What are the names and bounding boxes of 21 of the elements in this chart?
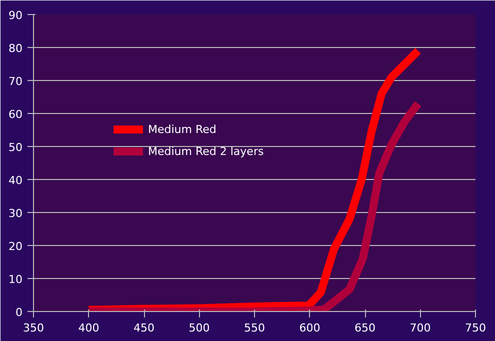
y-tick-label: 50 (8, 141, 23, 154)
y-tick-label: 40 (8, 174, 23, 187)
x-tick-label: 350 (23, 322, 44, 334)
legend-label: Medium Red (148, 122, 216, 136)
x-tick-label: 750 (465, 322, 486, 334)
x-tick-label: 550 (244, 322, 265, 334)
x-tick-label: 500 (188, 322, 210, 334)
y-tick-label: 10 (8, 273, 23, 286)
legend-label: Medium Red 2 layers (148, 144, 264, 158)
y-tick-label: 20 (8, 240, 23, 253)
x-tick-label: 600 (299, 322, 320, 334)
x-tick-label: 450 (134, 322, 154, 334)
y-tick-label: 80 (8, 42, 23, 55)
x-tick-label: 650 (354, 322, 376, 334)
y-tick-label: 70 (8, 75, 23, 88)
y-tick-label: 90 (8, 9, 23, 22)
y-tick-label: 30 (8, 207, 23, 220)
y-tick-label: 0 (16, 306, 22, 319)
x-tick-label: 700 (410, 322, 431, 334)
y-tick-label: 60 (8, 108, 23, 121)
x-tick-label: 400 (78, 322, 100, 334)
